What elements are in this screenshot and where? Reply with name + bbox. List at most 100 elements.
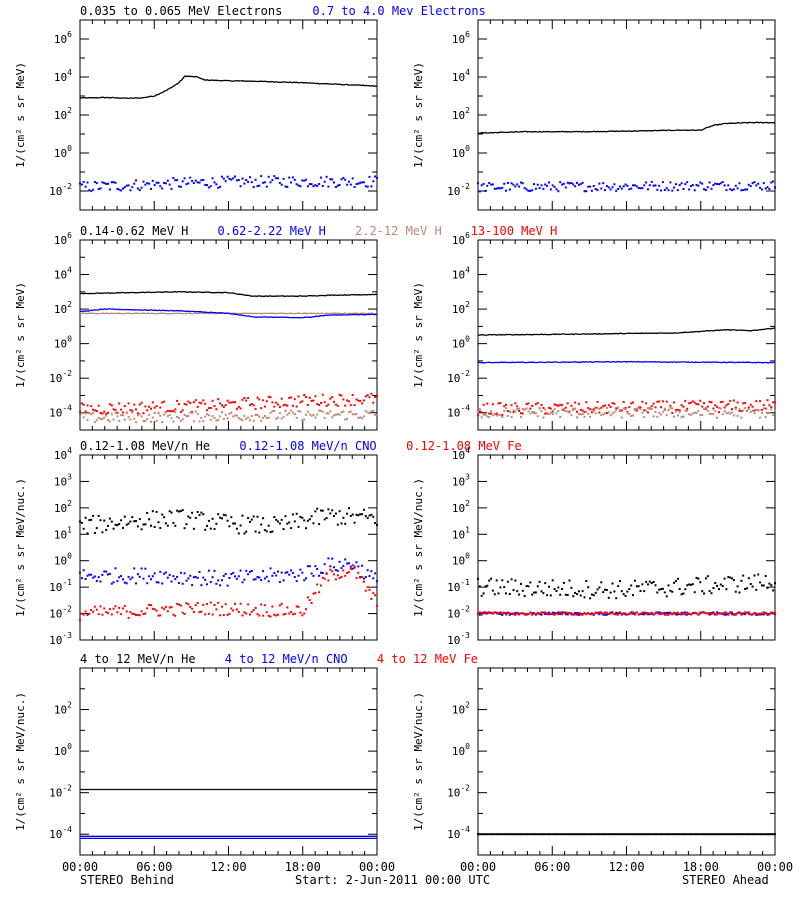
data-point — [719, 833, 722, 836]
data-point — [751, 409, 754, 412]
data-point — [505, 403, 507, 406]
data-point — [548, 613, 550, 616]
data-point — [146, 607, 149, 610]
data-point — [639, 833, 642, 836]
data-point — [174, 408, 177, 411]
data-point — [183, 403, 186, 405]
data-point — [772, 833, 775, 836]
data-point — [150, 420, 152, 423]
data-point — [222, 614, 225, 617]
data-point — [751, 833, 754, 836]
data-point — [290, 610, 293, 613]
data-point — [521, 412, 524, 415]
data-point — [520, 415, 522, 418]
data-point — [191, 511, 194, 514]
data-point — [525, 612, 528, 615]
data-point — [103, 416, 106, 419]
data-point — [512, 589, 515, 592]
data-point — [93, 409, 96, 412]
data-point — [211, 517, 214, 520]
data-point — [592, 613, 595, 616]
data-point — [757, 182, 760, 185]
data-point — [320, 402, 322, 404]
data-point — [570, 612, 573, 615]
data-point — [587, 833, 590, 836]
data-point — [564, 833, 567, 836]
data-point — [303, 519, 306, 522]
data-point — [241, 177, 244, 180]
data-point — [120, 519, 123, 522]
y-axis-label: 1/(cm² s sr MeV) — [14, 62, 27, 168]
data-point — [93, 181, 96, 183]
data-point — [99, 412, 102, 415]
data-point — [314, 591, 317, 594]
y-tick-label: 106 — [452, 30, 470, 46]
data-point — [495, 414, 498, 417]
data-point — [680, 613, 683, 616]
data-point — [174, 411, 177, 414]
data-point — [202, 399, 205, 402]
data-point — [703, 188, 705, 191]
data-point — [372, 180, 375, 183]
data-point — [576, 612, 578, 615]
data-point — [155, 419, 158, 422]
data-point — [566, 833, 569, 836]
row-2-behind-series-1 — [79, 557, 378, 587]
data-point — [598, 182, 601, 185]
data-point — [269, 411, 272, 414]
data-point — [191, 584, 194, 587]
data-point — [596, 833, 599, 836]
y-axis-label: 1/(cm² s sr MeV/nuc.) — [14, 478, 27, 617]
data-point — [695, 612, 698, 615]
data-point — [176, 575, 179, 578]
data-point — [732, 188, 735, 191]
data-point — [678, 588, 681, 590]
data-point — [718, 407, 720, 409]
data-point — [224, 603, 227, 606]
data-point — [159, 614, 162, 617]
data-point — [643, 409, 646, 412]
data-point — [323, 401, 326, 404]
data-point — [581, 613, 584, 616]
data-point — [243, 611, 246, 614]
data-point — [598, 611, 601, 614]
data-point — [718, 183, 720, 186]
data-point — [333, 566, 335, 569]
data-point — [746, 587, 748, 590]
data-point — [719, 612, 722, 615]
data-point — [732, 613, 735, 616]
data-point — [604, 404, 606, 407]
y-tick-label: 102 — [452, 701, 470, 717]
data-point — [505, 833, 507, 836]
data-point — [602, 612, 605, 615]
data-point — [222, 513, 225, 516]
data-point — [131, 409, 134, 412]
data-point — [226, 613, 229, 616]
data-point — [688, 188, 691, 191]
data-point — [510, 833, 513, 836]
data-point — [282, 177, 285, 180]
data-point — [277, 520, 279, 523]
data-point — [325, 405, 328, 407]
data-point — [314, 416, 317, 419]
data-point — [499, 613, 502, 616]
x-tick-label: 18:00 — [285, 860, 321, 874]
data-point — [533, 411, 535, 414]
data-point — [316, 568, 319, 570]
data-point — [144, 567, 147, 570]
data-point — [566, 402, 569, 405]
data-point — [755, 833, 758, 836]
data-point — [764, 187, 767, 190]
x-tick-label: 00:00 — [460, 860, 496, 874]
y-tick-label: 10-4 — [447, 825, 470, 841]
data-point — [361, 513, 364, 516]
data-point — [534, 833, 537, 836]
data-point — [370, 570, 373, 573]
data-point — [123, 515, 126, 518]
data-point — [561, 588, 564, 590]
data-point — [110, 413, 113, 416]
data-point — [170, 410, 173, 413]
data-point — [355, 561, 358, 564]
data-point — [258, 415, 261, 418]
data-point — [301, 571, 304, 574]
